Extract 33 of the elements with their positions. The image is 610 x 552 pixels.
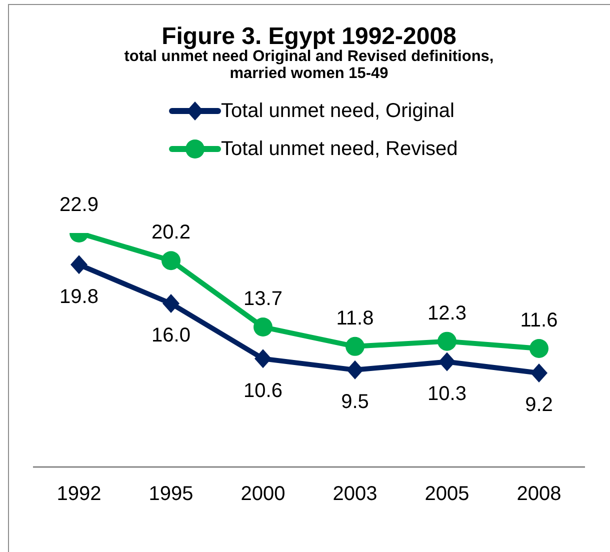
data-label: 19.8 <box>60 286 98 308</box>
point <box>346 360 364 380</box>
point <box>254 318 272 337</box>
chart-title: Figure 3. Egypt 1992-2008 <box>160 23 456 50</box>
data-label: 11.6 <box>520 309 558 332</box>
point <box>438 352 456 372</box>
point <box>70 255 88 274</box>
data-label: 13.7 <box>244 288 282 310</box>
x-tick-label: 1995 <box>148 483 194 506</box>
point <box>530 363 548 382</box>
data-label: 12.3 <box>428 302 466 324</box>
data-label: 9.2 <box>525 394 553 416</box>
point <box>254 349 272 368</box>
data-label: 20.2 <box>152 222 190 244</box>
data-label: 22.9 <box>60 194 98 216</box>
point <box>438 332 456 351</box>
x-tick-label: 2005 <box>424 483 470 506</box>
x-tick-label: 2008 <box>516 483 562 506</box>
legend-label: Total unmet need, Original <box>221 100 454 122</box>
data-label: 10.6 <box>244 380 282 402</box>
x-tick-label: 1992 <box>56 483 102 506</box>
data-label: 11.8 <box>336 307 374 330</box>
data-label: 10.3 <box>428 382 466 405</box>
x-tick-label: 2003 <box>332 483 378 506</box>
data-label: 16.0 <box>152 324 190 347</box>
point <box>162 251 180 270</box>
data-label: 9.5 <box>341 391 369 414</box>
chart-subtitle: total unmet need Original and Revised definitions, married women 15-49 <box>123 48 495 82</box>
legend-label: Total unmet need, Revised <box>221 138 458 160</box>
point <box>346 336 364 356</box>
x-tick-label: 2000 <box>240 483 286 506</box>
point <box>162 294 180 314</box>
point <box>530 338 548 358</box>
